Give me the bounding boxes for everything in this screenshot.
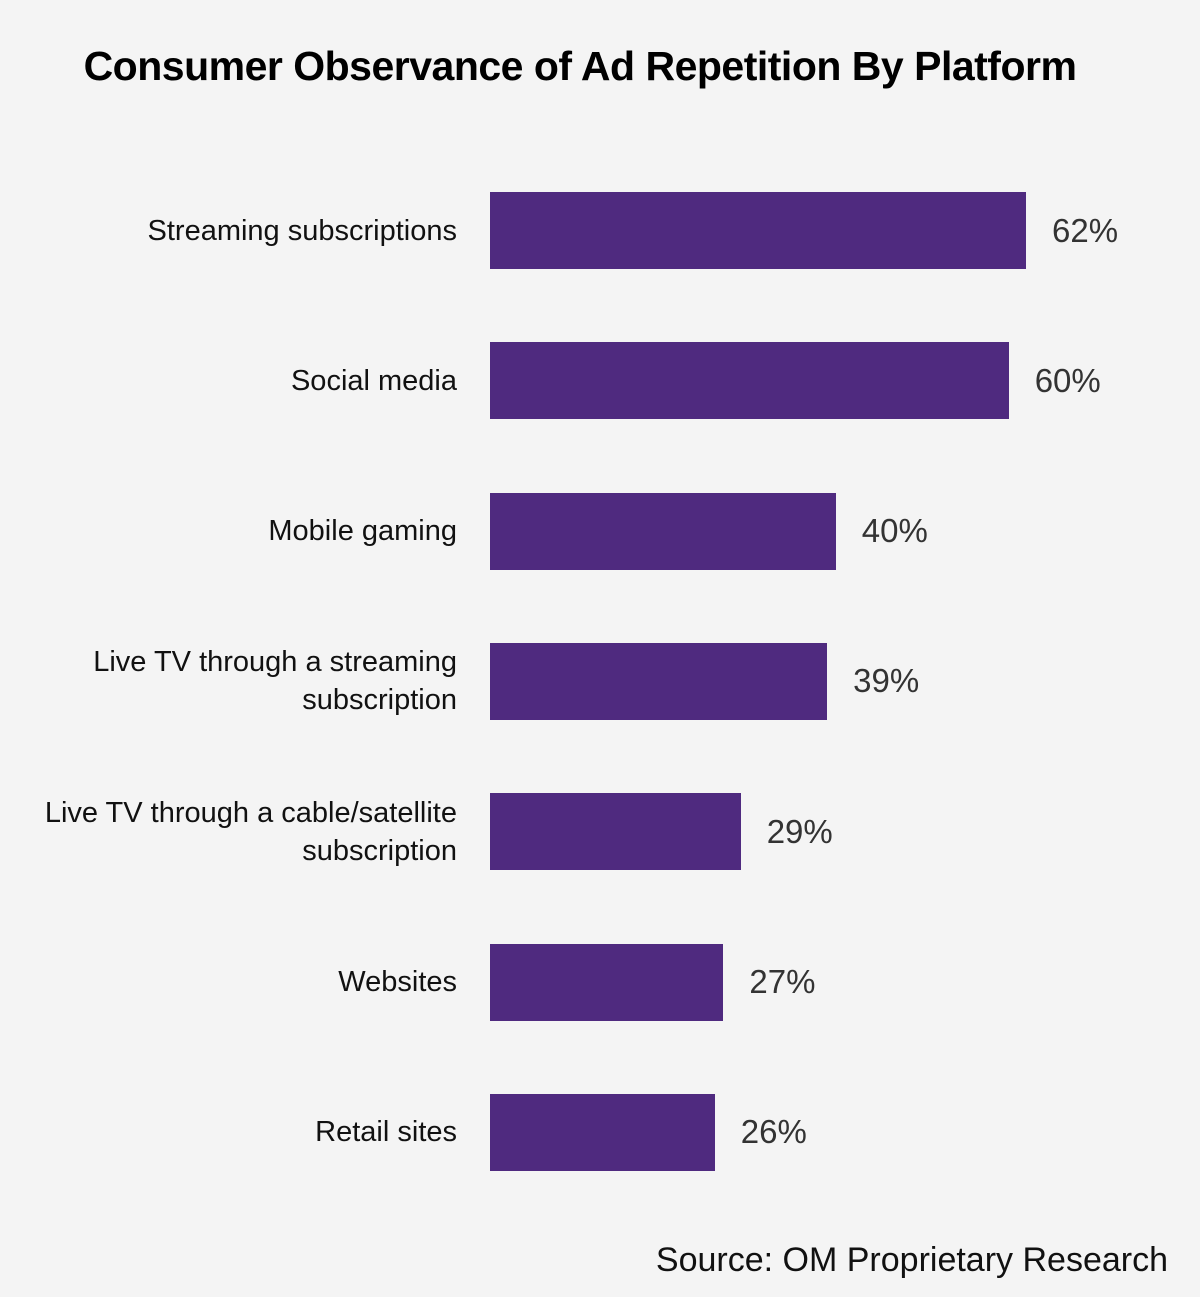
category-label: Mobile gaming (268, 515, 457, 548)
value-label: 29% (766, 812, 833, 850)
value-label: 60% (1034, 361, 1101, 399)
bar (490, 943, 724, 1021)
bar (490, 642, 828, 720)
value-label: 62% (1052, 211, 1119, 249)
value-label: 39% (853, 662, 920, 700)
category-label: Streaming subscriptions (147, 214, 457, 247)
bar (490, 793, 741, 871)
category-label: Live TV through a streaming subscription (93, 646, 457, 717)
bar (490, 492, 836, 570)
bar (490, 192, 1026, 269)
value-label: 27% (749, 963, 816, 1000)
category-label: Websites (338, 966, 457, 998)
bar (490, 1093, 715, 1171)
source-note: Source: OM Proprietary Research (655, 1241, 1168, 1279)
bar (490, 342, 1009, 420)
category-label: Retail sites (315, 1116, 457, 1149)
value-label: 40% (861, 512, 928, 550)
value-label: 26% (740, 1113, 807, 1151)
chart-title: Consumer Observance of Ad Repetition By … (83, 43, 1077, 89)
category-label: Social media (290, 364, 457, 397)
category-label: Live TV through a cable/satellite subscr… (44, 796, 457, 867)
